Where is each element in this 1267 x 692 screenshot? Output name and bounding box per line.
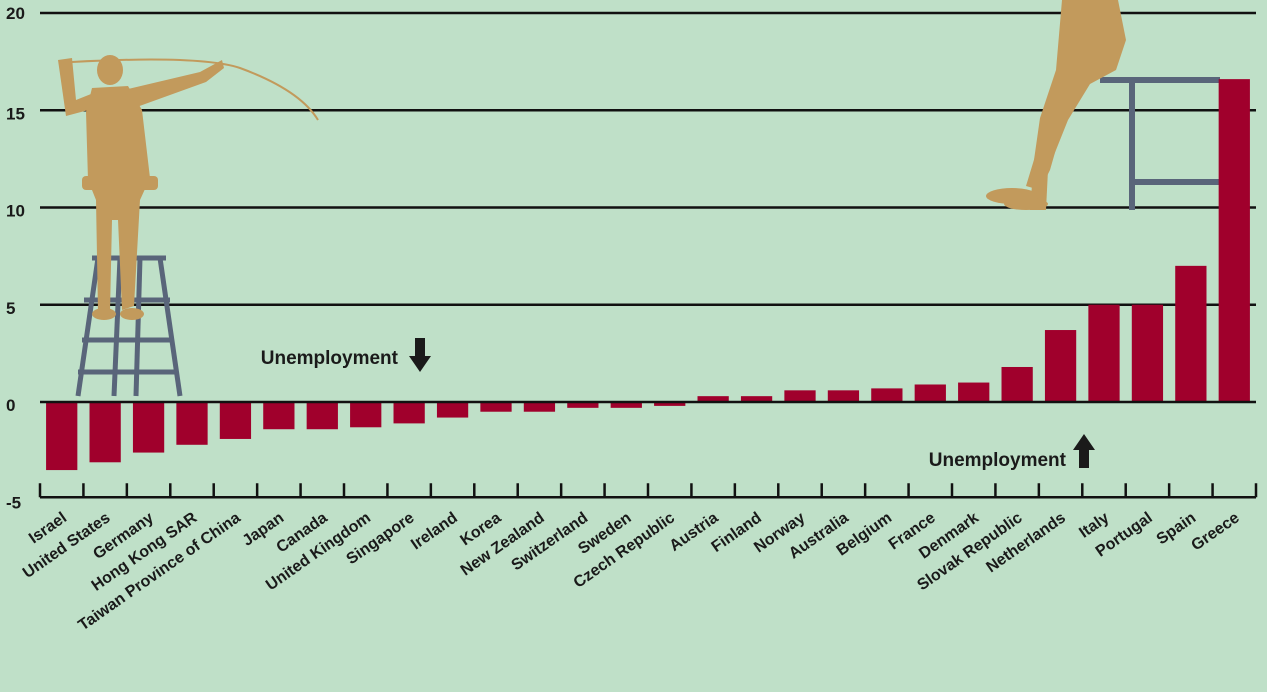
annotation-unemployment-down: Unemployment — [261, 338, 431, 372]
bar — [871, 388, 903, 402]
bar — [350, 402, 382, 428]
bars — [46, 79, 1250, 471]
bar — [740, 396, 773, 402]
category-label: Greece — [1188, 509, 1242, 554]
bar — [393, 402, 425, 424]
bar — [1218, 79, 1250, 402]
y-tick-label: 5 — [6, 299, 15, 318]
bar — [523, 402, 556, 412]
annotation-unemployment-up: Unemployment — [929, 434, 1095, 471]
bar — [914, 384, 946, 402]
category-label: Ireland — [408, 509, 461, 553]
y-tick-label: 15 — [6, 104, 25, 123]
bar — [89, 402, 121, 463]
bar — [480, 402, 512, 412]
bar — [436, 402, 469, 418]
y-axis-tick-labels: -5 0 5 10 15 20 — [6, 4, 25, 512]
bar — [610, 402, 642, 408]
arrow-down-icon — [409, 338, 431, 372]
worker-on-ladder-icon — [58, 55, 319, 397]
bar — [697, 396, 729, 402]
bar — [1044, 330, 1077, 402]
bar — [132, 402, 165, 453]
bar — [306, 402, 338, 430]
bar — [1175, 265, 1207, 402]
bar — [958, 382, 990, 402]
bar — [219, 402, 252, 439]
y-tick-label: -5 — [6, 493, 21, 512]
bar — [176, 402, 208, 445]
bar — [1088, 304, 1120, 402]
bar — [1131, 304, 1164, 402]
bar — [654, 402, 686, 406]
category-axis — [38, 483, 1258, 499]
bar — [567, 402, 599, 408]
bar — [1001, 366, 1033, 402]
y-tick-label: 20 — [6, 4, 25, 23]
bar — [827, 390, 860, 402]
bar — [263, 402, 295, 430]
gridlines — [40, 11, 1256, 306]
y-tick-label: 0 — [6, 396, 15, 415]
annotation-down-label: Unemployment — [261, 348, 399, 369]
bar — [46, 402, 78, 471]
y-tick-label: 10 — [6, 202, 25, 221]
arrow-up-icon — [1073, 434, 1095, 468]
worker-on-stool-icon — [986, 0, 1220, 210]
annotation-up-label: Unemployment — [929, 450, 1067, 471]
bar — [784, 390, 816, 402]
